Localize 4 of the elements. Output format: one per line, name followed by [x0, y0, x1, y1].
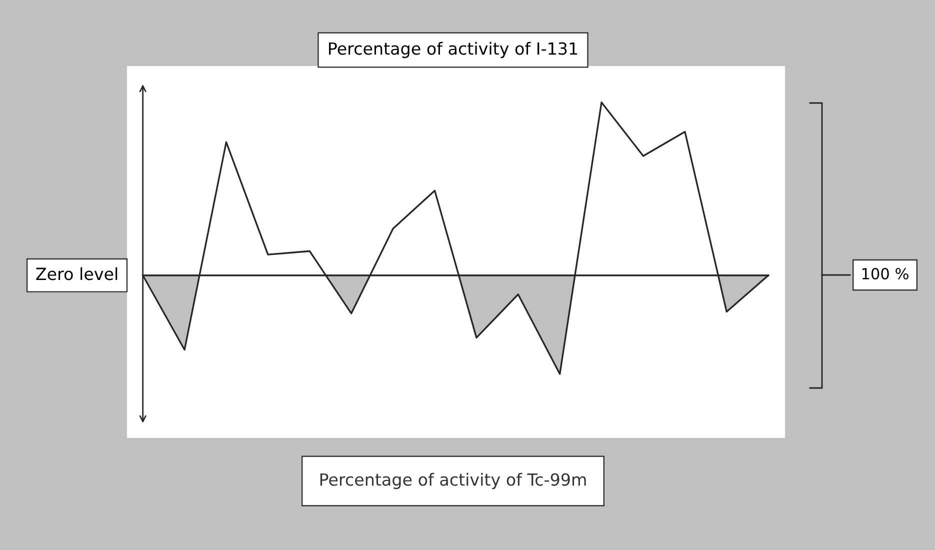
text: Zero level	[36, 267, 118, 280]
chart-title: Percentage of activity of I-131	[329, 42, 578, 58]
text: 100 %	[862, 268, 908, 280]
text: Percentage of activity of Tc-99m	[320, 472, 586, 490]
